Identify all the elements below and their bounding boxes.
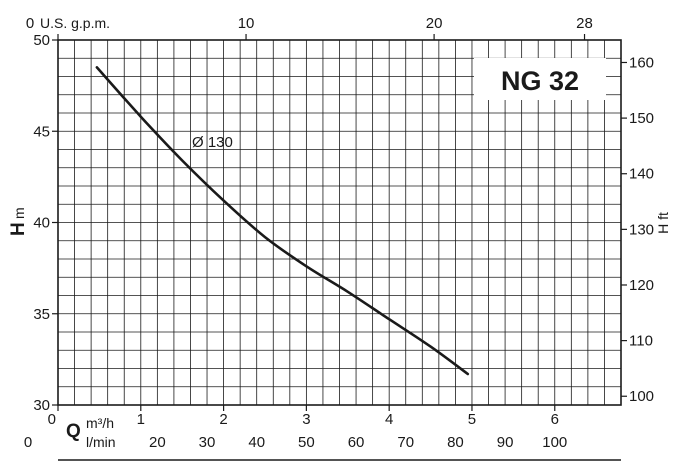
ft-tick-label: 140 bbox=[629, 166, 654, 183]
ft-tick-label: 110 bbox=[629, 333, 653, 350]
ft-tick-label: 120 bbox=[629, 277, 654, 294]
flow-axis-m3h: 0 1 2 3 4 5 6 bbox=[48, 405, 559, 428]
lmin-tick-label: 50 bbox=[298, 434, 315, 451]
x-tick-label: 1 bbox=[137, 411, 145, 428]
y-tick-label: 35 bbox=[33, 306, 50, 323]
chart-title: NG 32 bbox=[501, 66, 579, 96]
head-axis-title-m: H m bbox=[8, 207, 29, 236]
flow-axis-symbol: Q bbox=[66, 421, 81, 442]
x-tick-label: 6 bbox=[551, 411, 559, 428]
ft-tick-label: 150 bbox=[629, 110, 654, 127]
gpm-tick-label: 28 bbox=[576, 15, 593, 32]
y-tick-label: 45 bbox=[33, 123, 50, 140]
flow-axis-unit-lmin: l/min bbox=[86, 434, 116, 450]
lmin-tick-label: 40 bbox=[248, 434, 265, 451]
y-tick-label: 50 bbox=[33, 32, 50, 49]
y-tick-label: 30 bbox=[33, 397, 50, 414]
x-tick-label: 4 bbox=[385, 411, 393, 428]
lmin-tick-label: 0 bbox=[24, 434, 32, 451]
series-line bbox=[95, 66, 470, 376]
x-tick-label: 2 bbox=[219, 411, 227, 428]
head-axis-symbol: H bbox=[8, 222, 29, 236]
ft-tick-label: 160 bbox=[629, 54, 654, 71]
lmin-tick-label: 20 bbox=[149, 434, 166, 451]
flow-axis-lmin: 0 20 30 40 50 60 70 80 90 100 bbox=[24, 434, 567, 451]
y-tick-label: 40 bbox=[33, 215, 50, 232]
x-tick-label: 5 bbox=[468, 411, 476, 428]
chart-grid bbox=[58, 40, 621, 405]
gpm-axis: 0 10 20 28 bbox=[26, 15, 593, 40]
x-tick-label: 0 bbox=[48, 411, 56, 428]
head-axis-ft: 100 110 120 130 140 150 160 bbox=[621, 54, 654, 405]
lmin-tick-label: 90 bbox=[497, 434, 514, 451]
curve-label: Ø 130 bbox=[192, 134, 233, 151]
gpm-tick-label: 0 bbox=[26, 15, 34, 32]
head-axis-unit-m: m bbox=[11, 207, 27, 219]
lmin-tick-label: 30 bbox=[199, 434, 216, 451]
ft-tick-label: 100 bbox=[629, 388, 654, 405]
head-axis-title-ft: H ft bbox=[655, 212, 671, 234]
x-tick-label: 3 bbox=[302, 411, 310, 428]
title-box bbox=[474, 58, 606, 100]
gpm-tick-label: 20 bbox=[426, 15, 443, 32]
lmin-tick-label: 80 bbox=[447, 434, 464, 451]
chart-series bbox=[95, 66, 470, 376]
gpm-tick-label: 10 bbox=[238, 15, 255, 32]
lmin-tick-label: 70 bbox=[397, 434, 414, 451]
flow-axis-unit-m3h: m³/h bbox=[86, 415, 114, 431]
head-axis-m: 30 35 40 45 50 bbox=[33, 32, 58, 414]
gpm-axis-title: U.S. g.p.m. bbox=[40, 15, 110, 31]
ft-tick-label: 130 bbox=[629, 221, 654, 238]
lmin-tick-label: 100 bbox=[542, 434, 567, 451]
lmin-tick-label: 60 bbox=[348, 434, 365, 451]
